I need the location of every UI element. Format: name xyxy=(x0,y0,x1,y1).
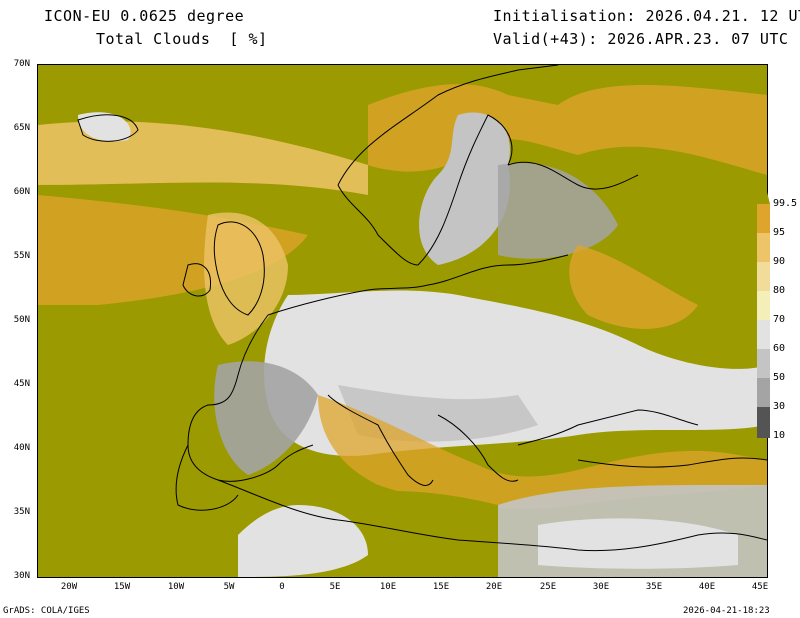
clear-patch-iceland xyxy=(78,112,131,142)
cloud-band-mediterranean xyxy=(318,395,767,509)
lat-label-30n: 30N xyxy=(13,571,30,581)
lon-label-5e: 5E xyxy=(329,582,341,592)
valid-time: Valid(+43): 2026.APR.23. 07 UTC xyxy=(493,30,789,48)
coast-north-africa xyxy=(217,479,767,552)
clear-region-egypt xyxy=(538,518,738,569)
legend-label-50: 50 xyxy=(773,372,786,383)
lat-label-50n: 50N xyxy=(13,315,30,325)
clear-region-morocco xyxy=(238,505,368,577)
coast-turkey xyxy=(577,457,767,468)
coast-finland xyxy=(507,161,639,190)
cloud-map xyxy=(37,64,768,578)
overcast-russia xyxy=(634,181,767,298)
legend-swatch-70 xyxy=(757,291,770,320)
lon-label-25e: 25E xyxy=(539,582,557,592)
legend-label-90: 90 xyxy=(773,256,786,267)
legend-swatch-30 xyxy=(757,378,770,407)
lat-label-35n: 35N xyxy=(13,507,30,517)
lon-label-10w: 10W xyxy=(167,582,185,592)
legend-label-99-5: 99.5 xyxy=(773,198,798,209)
lat-label-40n: 40N xyxy=(13,443,30,453)
lon-label-45e: 45E xyxy=(751,582,769,592)
lon-label-0: 0 xyxy=(279,582,285,592)
color-legend xyxy=(757,178,770,438)
lon-label-40e: 40E xyxy=(698,582,716,592)
lat-label-70n: 70N xyxy=(13,59,30,69)
lon-label-35e: 35E xyxy=(645,582,663,592)
lat-label-65n: 65N xyxy=(13,123,30,133)
legend-label-60: 60 xyxy=(773,343,786,354)
lon-label-5w: 5W xyxy=(223,582,235,592)
coast-iceland xyxy=(77,114,139,142)
coast-italy xyxy=(327,394,434,486)
legend-swatch-50 xyxy=(757,349,770,378)
legend-swatch-60 xyxy=(757,320,770,349)
coast-sweden xyxy=(417,114,513,266)
lon-label-20e: 20E xyxy=(485,582,503,592)
coast-adriatic xyxy=(437,414,519,482)
generation-time: 2026-04-21-18:23 xyxy=(683,606,770,616)
legend-swatch-80 xyxy=(757,262,770,291)
legend-label-80: 80 xyxy=(773,285,786,296)
legend-label-70: 70 xyxy=(773,314,786,325)
coastlines xyxy=(77,65,767,552)
cloud-band-british-isles xyxy=(204,212,288,345)
partial-clouds-baltic xyxy=(498,163,618,259)
legend-label-10: 10 xyxy=(773,430,786,441)
lat-label-60n: 60N xyxy=(13,187,30,197)
init-time: Initialisation: 2026.04.21. 12 UTC xyxy=(493,7,800,25)
legend-swatch-90 xyxy=(757,233,770,262)
lat-label-45n: 45N xyxy=(13,379,30,389)
grads-credit: GrADS: COLA/IGES xyxy=(3,606,90,616)
partial-clouds-scandinavia xyxy=(419,112,510,265)
cloud-band-belarus xyxy=(569,245,698,329)
coast-portugal xyxy=(175,444,239,511)
coast-great-britain xyxy=(213,221,265,316)
coast-black-sea-north xyxy=(517,409,699,446)
legend-swatch-10 xyxy=(757,407,770,438)
cloud-map-canvas xyxy=(38,65,767,577)
lon-label-15w: 15W xyxy=(113,582,131,592)
coast-ireland xyxy=(182,263,212,297)
lon-label-30e: 30E xyxy=(592,582,610,592)
field-title: Total Clouds [ %] xyxy=(96,30,268,48)
legend-swatch-95 xyxy=(757,204,770,233)
model-title: ICON-EU 0.0625 degree xyxy=(44,7,245,25)
lon-label-10e: 10E xyxy=(379,582,397,592)
coast-north-sea xyxy=(267,254,569,316)
legend-label-30: 30 xyxy=(773,401,786,412)
coast-norway xyxy=(337,65,559,266)
legend-label-95: 95 xyxy=(773,227,786,238)
legend-swatch-overcast xyxy=(757,178,770,204)
overcast-north-africa xyxy=(323,490,518,565)
lon-label-20w: 20W xyxy=(60,582,78,592)
lat-label-55n: 55N xyxy=(13,251,30,261)
partial-clouds-france xyxy=(214,361,318,475)
lon-label-15e: 15E xyxy=(432,582,450,592)
